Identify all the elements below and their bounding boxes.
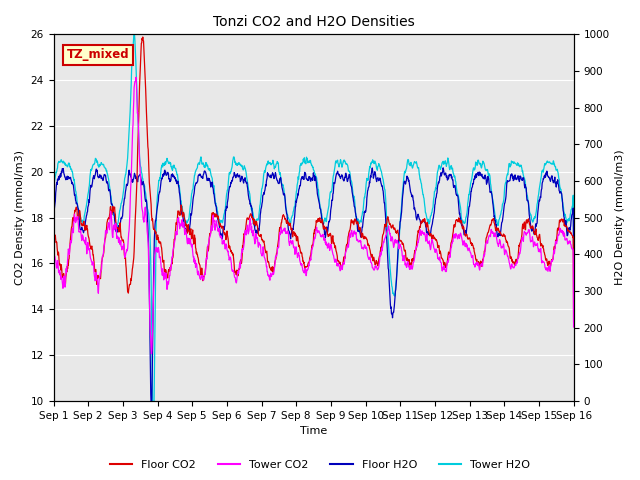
Tower H2O [509, 159, 516, 165]
Y-axis label: CO2 Density (mmol/m3): CO2 Density (mmol/m3) [15, 150, 25, 285]
Floor H2O [224, 198, 232, 204]
Tower H2O [166, 160, 173, 166]
Floor CO2 [394, 230, 402, 236]
Line: Tower H2O: Tower H2O [54, 34, 573, 432]
Tower H2O [154, 196, 161, 202]
Tower CO2 [394, 241, 402, 247]
Legend: Floor CO2, Tower CO2, Floor H2O, Tower H2O: Floor CO2, Tower CO2, Floor H2O, Tower H… [105, 456, 535, 474]
Floor H2O [153, 207, 161, 213]
Floor CO2 [166, 266, 173, 272]
Tower CO2 [570, 324, 577, 330]
Floor H2O [463, 227, 470, 232]
Tower CO2 [463, 241, 470, 247]
Tower H2O [50, 289, 58, 295]
X-axis label: Time: Time [300, 426, 327, 436]
Line: Tower CO2: Tower CO2 [54, 77, 573, 376]
Floor H2O [570, 252, 577, 258]
Tower CO2 [224, 249, 232, 254]
Tower CO2 [508, 264, 516, 270]
Floor H2O [439, 165, 447, 171]
Floor CO2 [463, 231, 470, 237]
Title: Tonzi CO2 and H2O Densities: Tonzi CO2 and H2O Densities [212, 15, 415, 29]
Floor H2O [50, 305, 58, 311]
Line: Floor CO2: Floor CO2 [54, 37, 573, 367]
Tower H2O [395, 242, 403, 248]
Tower H2O [570, 242, 577, 248]
Tower H2O [149, 429, 157, 434]
Tower H2O [224, 182, 232, 188]
Floor CO2 [50, 364, 58, 370]
Line: Floor H2O: Floor H2O [54, 168, 573, 407]
Floor CO2 [224, 234, 232, 240]
Floor H2O [394, 242, 402, 248]
Text: TZ_mixed: TZ_mixed [67, 48, 129, 61]
Tower CO2 [153, 249, 161, 254]
Floor CO2 [508, 257, 516, 263]
Floor H2O [509, 175, 516, 181]
Floor CO2 [139, 34, 147, 40]
Floor CO2 [153, 237, 161, 242]
Tower CO2 [166, 273, 173, 278]
Y-axis label: H2O Density (mmol/m3): H2O Density (mmol/m3) [615, 150, 625, 286]
Tower CO2 [132, 74, 140, 80]
Tower H2O [131, 31, 138, 37]
Floor H2O [166, 176, 173, 182]
Floor CO2 [570, 319, 577, 325]
Tower H2O [463, 212, 470, 218]
Floor H2O [148, 404, 156, 409]
Tower CO2 [50, 373, 58, 379]
